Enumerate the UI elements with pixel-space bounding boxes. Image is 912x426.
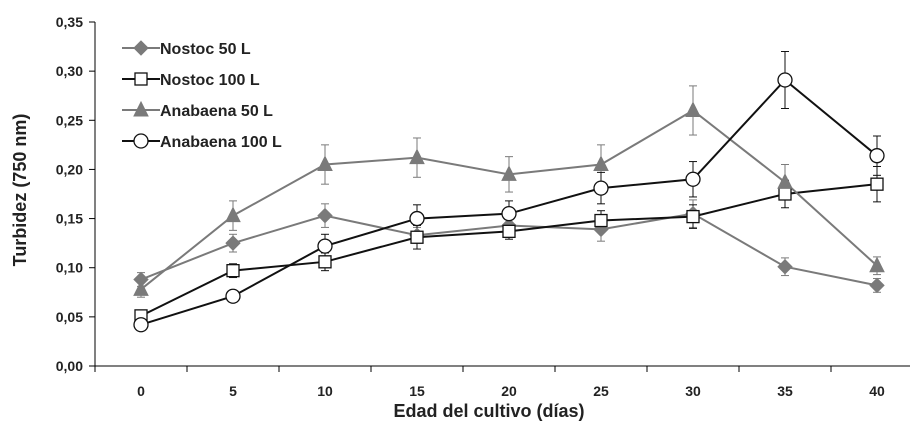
y-tick-label: 0,35 [56, 14, 83, 30]
data-point-nostoc-100-l [686, 209, 700, 224]
data-point-anabaena-50-l [133, 280, 149, 296]
data-point-anabaena-100-l [317, 238, 333, 254]
x-tick-label: 10 [317, 383, 333, 399]
legend-label-nostoc-50-l: Nostoc 50 L [160, 41, 251, 58]
legend-marker-nostoc-100-l [134, 72, 148, 86]
data-point-nostoc-100-l [410, 230, 424, 244]
data-point-anabaena-50-l [409, 148, 425, 165]
legend-marker-nostoc-50-l [133, 40, 149, 56]
data-point-nostoc-100-l [502, 224, 516, 238]
data-point-anabaena-100-l [409, 210, 425, 227]
y-tick-label: 0,05 [56, 309, 83, 325]
data-point-anabaena-100-l [501, 206, 517, 222]
series-markers [133, 72, 885, 333]
legend-label-anabaena-50-l: Anabaena 50 L [160, 103, 273, 120]
y-tick-label: 0,00 [56, 358, 83, 374]
data-point-nostoc-50-l [317, 207, 333, 224]
data-point-anabaena-50-l [869, 256, 885, 273]
y-tick-label: 0,30 [56, 63, 83, 79]
x-tick-label: 20 [501, 383, 517, 399]
data-point-nostoc-100-l [594, 213, 608, 228]
legend: Nostoc 50 L Nostoc 100 L Anabaena 50 L Anab… [122, 40, 282, 151]
x-tick-label: 0 [137, 383, 145, 399]
data-point-anabaena-100-l [225, 288, 241, 304]
data-point-nostoc-50-l [777, 259, 793, 275]
x-tick-label: 15 [409, 383, 425, 399]
data-point-nostoc-100-l [778, 187, 792, 201]
legend-label-anabaena-100-l: Anabaena 100 L [160, 134, 282, 151]
y-tick-label: 0,20 [56, 161, 83, 177]
axes: 0,00 0,05 0,10 0,15 0,20 0,25 0,30 0,35 0 5 10 15 20… [56, 14, 910, 399]
legend-label-nostoc-100-l: Nostoc 100 L [160, 72, 260, 89]
y-tick-label: 0,25 [56, 112, 83, 128]
data-point-nostoc-50-l [869, 277, 885, 294]
data-point-anabaena-100-l [777, 72, 793, 88]
data-point-nostoc-100-l [226, 264, 240, 278]
legend-marker-anabaena-50-l [133, 100, 149, 117]
data-point-anabaena-50-l [593, 155, 609, 172]
data-point-nostoc-100-l [870, 177, 884, 191]
data-point-anabaena-100-l [869, 148, 885, 164]
x-tick-label: 30 [685, 383, 701, 399]
data-point-anabaena-50-l [501, 165, 517, 181]
data-point-anabaena-50-l [317, 155, 333, 172]
data-point-nostoc-50-l [225, 235, 241, 251]
y-tick-label: 0,15 [56, 211, 83, 227]
data-point-anabaena-100-l [593, 180, 609, 196]
data-point-anabaena-100-l [685, 171, 701, 187]
y-tick-label: 0,10 [56, 260, 83, 276]
legend-marker-anabaena-100-l [133, 133, 149, 149]
data-point-nostoc-100-l [318, 255, 332, 269]
data-point-anabaena-50-l [685, 101, 701, 117]
x-axis-title: Edad del cultivo (días) [393, 401, 584, 421]
data-point-anabaena-50-l [225, 206, 241, 223]
x-tick-label: 25 [593, 383, 609, 399]
data-point-anabaena-50-l [777, 173, 793, 189]
x-tick-label: 40 [869, 383, 885, 399]
x-tick-label: 5 [229, 383, 237, 399]
x-tick-label: 35 [777, 383, 793, 399]
y-axis-title: Turbidez (750 nm) [10, 114, 30, 267]
data-point-anabaena-100-l [133, 317, 149, 333]
